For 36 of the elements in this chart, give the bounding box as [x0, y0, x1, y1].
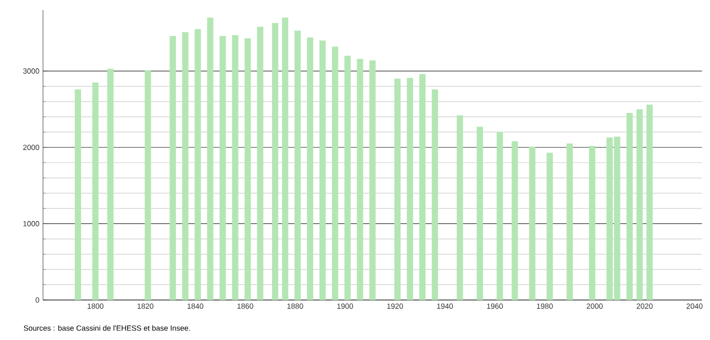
bar — [344, 56, 351, 300]
bar — [272, 22, 278, 300]
bar — [232, 35, 238, 300]
bar — [257, 26, 264, 300]
bar — [194, 29, 201, 300]
bar — [566, 144, 573, 300]
bar — [92, 82, 99, 300]
bar — [356, 58, 364, 300]
bar — [432, 89, 438, 300]
bar — [319, 40, 326, 300]
bar — [107, 68, 114, 300]
bar — [529, 146, 536, 300]
bar — [589, 146, 596, 300]
bar — [306, 37, 314, 300]
bar — [182, 32, 188, 300]
bar — [406, 78, 414, 300]
bar — [74, 89, 82, 300]
bar — [646, 104, 653, 300]
bar — [496, 132, 503, 300]
bar — [207, 18, 214, 300]
bar — [282, 18, 288, 300]
bar — [626, 113, 633, 300]
bar — [244, 38, 251, 300]
bar — [144, 70, 151, 300]
bar — [476, 126, 483, 300]
bar — [294, 30, 301, 300]
bar — [332, 46, 338, 300]
bar — [456, 115, 463, 300]
bar — [546, 152, 553, 300]
bar — [369, 60, 376, 300]
bar — [220, 36, 226, 300]
bar — [419, 74, 426, 300]
bar — [512, 141, 518, 300]
bar — [394, 78, 401, 300]
bar — [636, 109, 643, 300]
bar — [170, 36, 176, 300]
